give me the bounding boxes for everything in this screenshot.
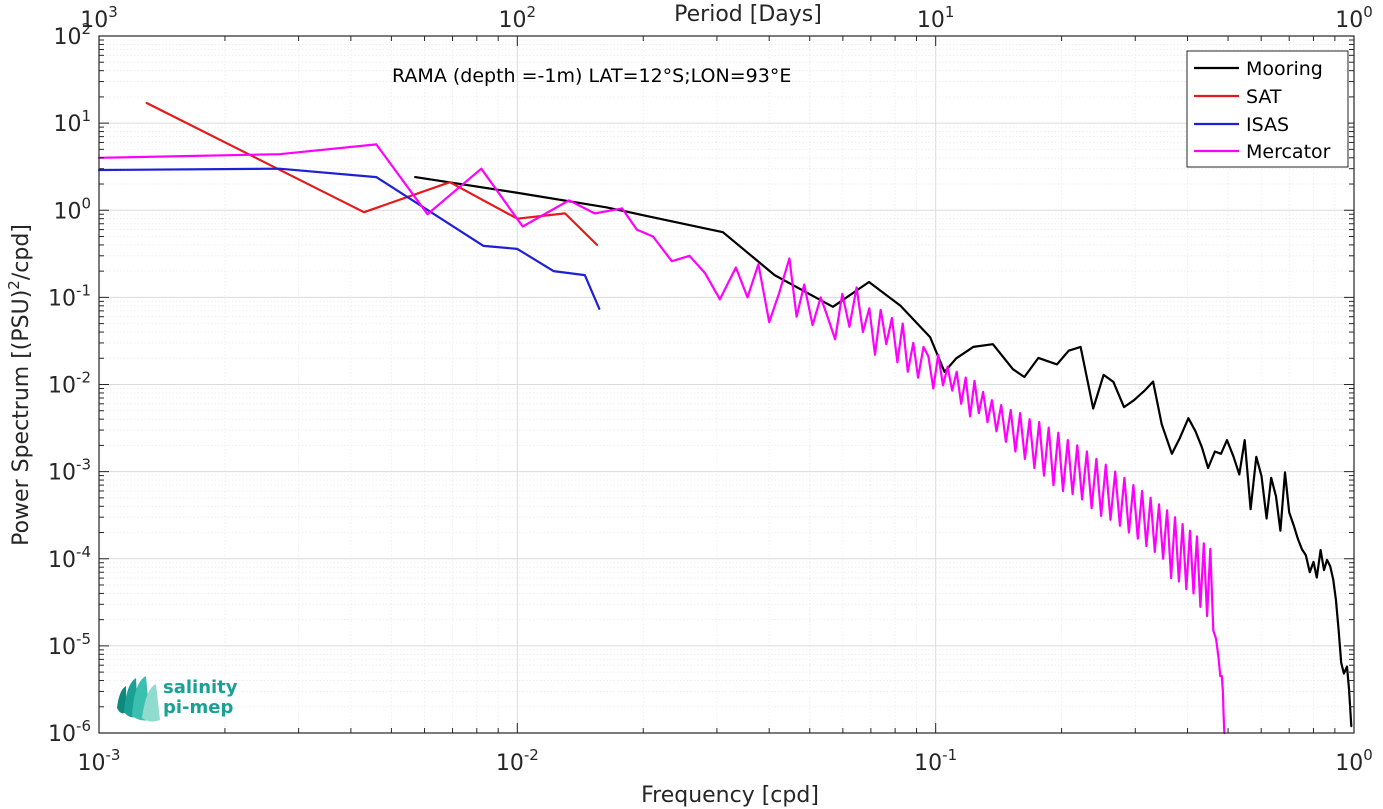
x-axis-label: Frequency [cpd]	[641, 783, 819, 808]
y-tick-label: 10-2	[48, 369, 91, 399]
x-tick-label: 10-2	[496, 746, 539, 776]
wave-logo-icon	[117, 676, 160, 722]
series-lines	[97, 101, 1353, 735]
series-line-mooring	[414, 176, 1353, 728]
legend-label-mercator: Mercator	[1246, 141, 1331, 163]
y-axis-label-pre: Power Spectrum [(PSU)	[9, 290, 34, 546]
top-tick-label: 103	[80, 3, 118, 33]
series-line-sat	[145, 101, 599, 246]
x-tick-label: 100	[1335, 746, 1373, 776]
legend: Mooring SAT ISAS Mercator	[1186, 50, 1349, 168]
legend-box	[1186, 50, 1349, 168]
y-tick-label: 100	[53, 194, 91, 224]
top-tick-label: 100	[1335, 3, 1373, 33]
x-tick-label: 10-1	[914, 746, 957, 776]
y-axis-label-post: /cpd]	[9, 224, 34, 280]
y-tick-label: 10-4	[48, 543, 91, 573]
legend-label-mooring: Mooring	[1246, 58, 1323, 80]
y-tick-label: 10-6	[48, 717, 91, 747]
legend-label-isas: ISAS	[1246, 114, 1289, 136]
y-tick-label: 101	[53, 107, 91, 137]
y-tick-label: 10-5	[48, 630, 91, 660]
logo-text-pi-mep: pi-mep	[163, 697, 233, 718]
series-line-isas	[97, 167, 601, 310]
salinity-pi-mep-logo: salinity pi-mep	[117, 676, 238, 722]
top-tick-label: 101	[917, 3, 955, 33]
top-tick-label: 102	[499, 3, 537, 33]
y-tick-label: 10-3	[48, 456, 91, 486]
x-tick-label: 10-3	[78, 746, 121, 776]
top-axis-label: Period [Days]	[674, 2, 822, 27]
legend-label-sat: SAT	[1246, 86, 1282, 108]
y-tick-label: 10-1	[48, 281, 91, 311]
axis-ticks	[98, 36, 1354, 734]
logo-text-salinity: salinity	[163, 677, 238, 698]
y-axis-label-sup: 2	[5, 280, 23, 290]
series-line-mercator	[97, 143, 1226, 735]
y-axis-label: Power Spectrum [(PSU)2/cpd]	[5, 224, 34, 546]
y-tick-label: 102	[53, 20, 91, 50]
chart-annotation: RAMA (depth =-1m) LAT=12°S;LON=93°E	[392, 65, 791, 87]
